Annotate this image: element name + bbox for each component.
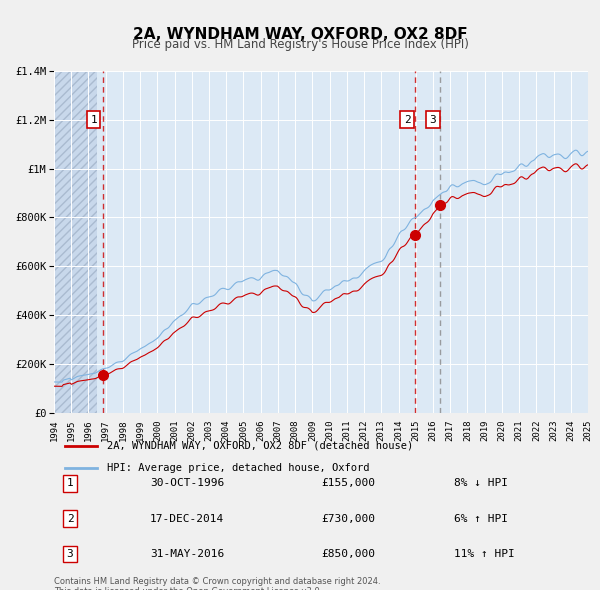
Text: Contains HM Land Registry data © Crown copyright and database right 2024.
This d: Contains HM Land Registry data © Crown c… <box>54 577 380 590</box>
Text: 3: 3 <box>67 549 73 559</box>
Text: 30-OCT-1996: 30-OCT-1996 <box>150 478 224 488</box>
Text: 31-MAY-2016: 31-MAY-2016 <box>150 549 224 559</box>
Text: 11% ↑ HPI: 11% ↑ HPI <box>455 549 515 559</box>
Text: Price paid vs. HM Land Registry's House Price Index (HPI): Price paid vs. HM Land Registry's House … <box>131 38 469 51</box>
Text: 6% ↑ HPI: 6% ↑ HPI <box>455 514 509 523</box>
Text: 3: 3 <box>430 114 436 124</box>
Text: 2: 2 <box>404 114 410 124</box>
Text: 2: 2 <box>67 514 73 523</box>
Text: 1: 1 <box>67 478 73 488</box>
Text: £730,000: £730,000 <box>321 514 375 523</box>
Text: 17-DEC-2014: 17-DEC-2014 <box>150 514 224 523</box>
Text: HPI: Average price, detached house, Oxford: HPI: Average price, detached house, Oxfo… <box>107 463 370 473</box>
Text: 1: 1 <box>90 114 97 124</box>
Text: 2A, WYNDHAM WAY, OXFORD, OX2 8DF: 2A, WYNDHAM WAY, OXFORD, OX2 8DF <box>133 27 467 41</box>
Text: 8% ↓ HPI: 8% ↓ HPI <box>455 478 509 488</box>
Text: 2A, WYNDHAM WAY, OXFORD, OX2 8DF (detached house): 2A, WYNDHAM WAY, OXFORD, OX2 8DF (detach… <box>107 441 413 451</box>
Text: £155,000: £155,000 <box>321 478 375 488</box>
Text: £850,000: £850,000 <box>321 549 375 559</box>
